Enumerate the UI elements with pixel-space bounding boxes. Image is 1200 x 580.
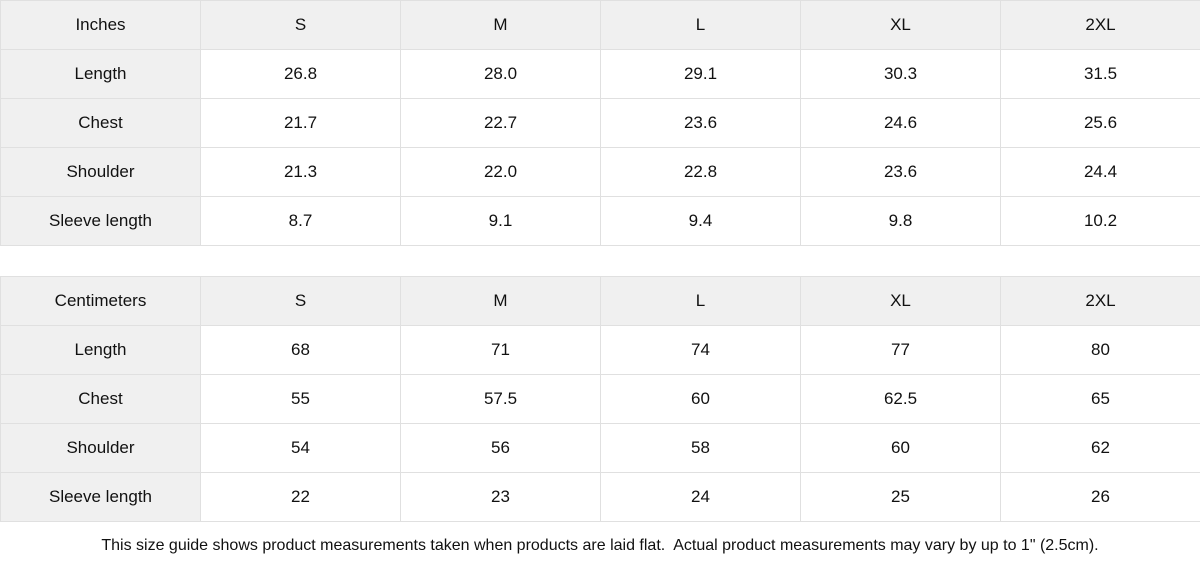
unit-header-cell: Inches (0, 0, 201, 50)
size-table-inches: Inches S M L XL 2XL Length 26.8 28.0 29.… (0, 0, 1200, 246)
footer-note: This size guide shows product measuremen… (101, 537, 1099, 554)
value-cell: 28.0 (400, 49, 601, 99)
value-cell: 29.1 (600, 49, 801, 99)
value-cell: 21.7 (200, 98, 401, 148)
value-cell: 25 (800, 472, 1001, 522)
table-header-row: Inches S M L XL 2XL (0, 0, 1200, 50)
value-cell: 9.8 (800, 196, 1001, 246)
table-row: Chest 55 57.5 60 62.5 65 (0, 374, 1200, 424)
value-cell: 54 (200, 423, 401, 473)
value-cell: 65 (1000, 374, 1200, 424)
row-label-cell: Sleeve length (0, 196, 201, 246)
value-cell: 23.6 (800, 147, 1001, 197)
value-cell: 9.4 (600, 196, 801, 246)
table-row: Shoulder 54 56 58 60 62 (0, 423, 1200, 473)
size-header-cell: XL (800, 276, 1001, 326)
value-cell: 62 (1000, 423, 1200, 473)
size-header-cell: 2XL (1000, 276, 1200, 326)
table-row: Shoulder 21.3 22.0 22.8 23.6 24.4 (0, 147, 1200, 197)
table-row: Length 68 71 74 77 80 (0, 325, 1200, 375)
value-cell: 22.0 (400, 147, 601, 197)
value-cell: 57.5 (400, 374, 601, 424)
value-cell: 10.2 (1000, 196, 1200, 246)
value-cell: 74 (600, 325, 801, 375)
value-cell: 22 (200, 472, 401, 522)
table-row: Chest 21.7 22.7 23.6 24.6 25.6 (0, 98, 1200, 148)
value-cell: 80 (1000, 325, 1200, 375)
value-cell: 24.4 (1000, 147, 1200, 197)
value-cell: 21.3 (200, 147, 401, 197)
size-header-cell: L (600, 0, 801, 50)
table-row: Length 26.8 28.0 29.1 30.3 31.5 (0, 49, 1200, 99)
size-header-cell: S (200, 0, 401, 50)
value-cell: 24.6 (800, 98, 1001, 148)
value-cell: 22.7 (400, 98, 601, 148)
table-row: Sleeve length 22 23 24 25 26 (0, 472, 1200, 522)
value-cell: 23 (400, 472, 601, 522)
size-header-cell: S (200, 276, 401, 326)
table-header-row: Centimeters S M L XL 2XL (0, 276, 1200, 326)
value-cell: 30.3 (800, 49, 1001, 99)
table-row: Sleeve length 8.7 9.1 9.4 9.8 10.2 (0, 196, 1200, 246)
row-label-cell: Shoulder (0, 423, 201, 473)
value-cell: 56 (400, 423, 601, 473)
value-cell: 68 (200, 325, 401, 375)
value-cell: 31.5 (1000, 49, 1200, 99)
value-cell: 23.6 (600, 98, 801, 148)
row-label-cell: Chest (0, 98, 201, 148)
value-cell: 58 (600, 423, 801, 473)
row-label-cell: Sleeve length (0, 472, 201, 522)
value-cell: 71 (400, 325, 601, 375)
value-cell: 24 (600, 472, 801, 522)
value-cell: 55 (200, 374, 401, 424)
row-label-cell: Chest (0, 374, 201, 424)
table-gap (0, 246, 1200, 276)
row-label-cell: Length (0, 49, 201, 99)
value-cell: 60 (800, 423, 1001, 473)
value-cell: 62.5 (800, 374, 1001, 424)
size-header-cell: M (400, 0, 601, 50)
size-header-cell: L (600, 276, 801, 326)
value-cell: 8.7 (200, 196, 401, 246)
value-cell: 9.1 (400, 196, 601, 246)
value-cell: 26 (1000, 472, 1200, 522)
value-cell: 77 (800, 325, 1001, 375)
size-header-cell: 2XL (1000, 0, 1200, 50)
row-label-cell: Length (0, 325, 201, 375)
size-table-centimeters: Centimeters S M L XL 2XL Length 68 71 74… (0, 276, 1200, 522)
value-cell: 26.8 (200, 49, 401, 99)
value-cell: 25.6 (1000, 98, 1200, 148)
size-header-cell: XL (800, 0, 1001, 50)
row-label-cell: Shoulder (0, 147, 201, 197)
value-cell: 22.8 (600, 147, 801, 197)
size-header-cell: M (400, 276, 601, 326)
value-cell: 60 (600, 374, 801, 424)
unit-header-cell: Centimeters (0, 276, 201, 326)
